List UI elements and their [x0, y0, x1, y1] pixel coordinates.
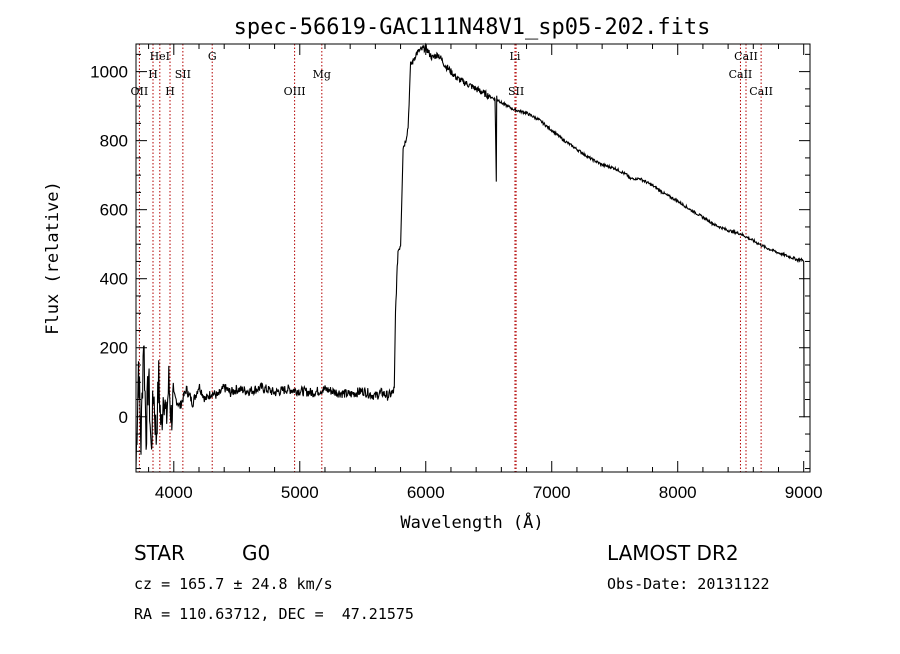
y-tick-label: 1000: [90, 63, 128, 82]
x-axis-title: Wavelength (Å): [400, 511, 543, 533]
spectrum-line: [135, 42, 805, 470]
line-label-hei: HeI: [150, 50, 170, 63]
line-label-caii: CaII: [734, 50, 758, 63]
line-label-li: Li: [510, 50, 521, 63]
redshift-line: cz = 165.7 ± 24.8 km/s: [134, 575, 333, 593]
x-tick-label: 4000: [155, 483, 193, 502]
line-label-oiii: OIII: [284, 85, 306, 98]
line-label-h: H: [165, 85, 175, 98]
line-label-g: G: [208, 50, 217, 63]
plot-frame: [135, 43, 811, 473]
y-tick-label: 600: [100, 201, 128, 220]
line-label-h: H: [148, 68, 158, 81]
x-axis-ticks: 4000 5000 6000 7000 8000 9000: [148, 44, 823, 502]
y-tick-label: 0: [119, 408, 128, 427]
x-tick-label: 7000: [533, 483, 571, 502]
object-class: STAR: [134, 541, 185, 565]
obs-date: Obs-Date: 20131122: [607, 575, 770, 593]
y-axis-ticks: 0 200 400 600 800 1000: [90, 53, 810, 470]
survey-name: LAMOST DR2: [607, 541, 739, 565]
line-label-caii: CaII: [749, 85, 773, 98]
coordinates-line: RA = 110.63712, DEC = 47.21575: [134, 605, 414, 623]
x-tick-label: 9000: [785, 483, 823, 502]
line-label-caii: CaII: [729, 68, 753, 81]
x-tick-label: 6000: [407, 483, 445, 502]
line-label-mg: Mg: [313, 68, 331, 81]
line-label-sii: SII: [508, 85, 524, 98]
y-axis-title: Flux (relative): [43, 181, 63, 335]
object-subclass: G0: [242, 541, 270, 565]
y-tick-label: 400: [100, 270, 128, 289]
x-tick-label: 8000: [659, 483, 697, 502]
line-label-sii: SII: [175, 68, 191, 81]
spectral-line-markers: [138, 44, 762, 472]
x-tick-label: 5000: [281, 483, 319, 502]
line-label-oii: OII: [131, 85, 149, 98]
y-tick-label: 800: [100, 132, 128, 151]
y-tick-label: 200: [100, 339, 128, 358]
chart-title: spec-56619-GAC111N48V1_sp05-202.fits: [234, 15, 711, 40]
